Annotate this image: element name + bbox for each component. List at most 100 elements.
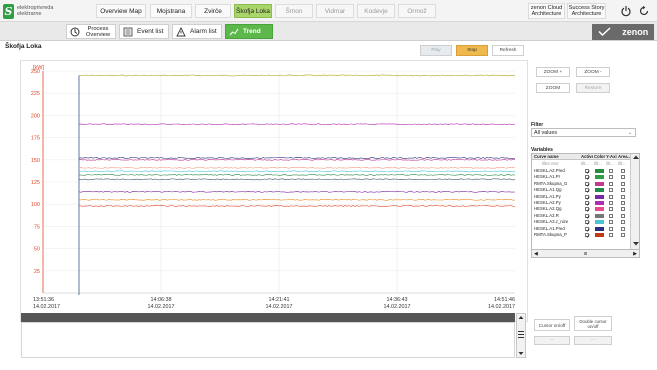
area-checkbox[interactable] bbox=[621, 201, 625, 205]
y-tick-label: 200 bbox=[31, 113, 40, 119]
y-axis-checkbox[interactable] bbox=[609, 169, 613, 173]
nav-tab-zvirce[interactable]: Zvirče bbox=[195, 4, 231, 18]
series-line bbox=[78, 157, 516, 159]
active-checkbox[interactable] bbox=[585, 175, 590, 181]
nav-tab-overview-map[interactable]: Overview Map bbox=[96, 4, 146, 18]
table-row[interactable]: HESKL.A1.Pred bbox=[532, 226, 630, 232]
y-axis-checkbox[interactable] bbox=[609, 194, 613, 199]
success-story-architecture-button[interactable]: Success Story Architecture bbox=[567, 3, 606, 19]
x-tick-time: 14:06:38 bbox=[151, 297, 172, 303]
scroll-right-icon[interactable]: ▶ bbox=[633, 250, 637, 257]
active-checkbox[interactable] bbox=[585, 188, 590, 193]
nav-tab-ormoz[interactable]: Ormož bbox=[398, 4, 436, 18]
y-axis-checkbox[interactable] bbox=[609, 181, 613, 186]
x-tick-date: 14.02.2017 bbox=[488, 304, 515, 310]
color-swatch[interactable] bbox=[595, 213, 604, 218]
area-checkbox[interactable] bbox=[621, 181, 625, 186]
area-checkbox[interactable] bbox=[621, 175, 625, 180]
tab-process-overview[interactable]: Process Overview bbox=[66, 24, 116, 39]
alarm-list-icon bbox=[175, 26, 187, 38]
active-checkbox[interactable] bbox=[585, 194, 590, 200]
table-row[interactable]: RMTA.Skupna_G bbox=[532, 181, 630, 187]
variables-horizontal-scrollbar[interactable]: ◀ III ▶ bbox=[531, 249, 640, 258]
nav-tab-mojstrana[interactable]: Mojstrana bbox=[150, 4, 192, 18]
y-axis-checkbox[interactable] bbox=[609, 175, 613, 180]
area-checkbox[interactable] bbox=[621, 194, 625, 199]
active-checkbox[interactable] bbox=[585, 169, 590, 174]
area-checkbox[interactable] bbox=[621, 169, 625, 173]
screen-switch-bar: Process Overview Event list Alarm list T… bbox=[0, 22, 657, 41]
stop-button[interactable]: Stop bbox=[456, 45, 488, 56]
nav-tab-smon[interactable]: Šmon bbox=[275, 4, 313, 18]
active-checkbox[interactable] bbox=[585, 181, 590, 187]
area-checkbox[interactable] bbox=[621, 188, 625, 193]
play-button[interactable]: Play bbox=[420, 45, 452, 56]
table-row[interactable]: HESKL.A3.z_nize bbox=[532, 219, 630, 225]
zoom-out-button[interactable]: ZOOM - bbox=[576, 67, 610, 77]
vertical-scrollbar[interactable] bbox=[516, 313, 526, 358]
active-checkbox[interactable] bbox=[585, 226, 590, 232]
trend-chart[interactable]: 25 50 75 100 125 150 175 200 225 250 [kW] 13:51:36 1… bbox=[20, 60, 528, 322]
double-cursor-button[interactable]: Double cursor on/off bbox=[574, 316, 612, 331]
color-swatch[interactable] bbox=[595, 220, 604, 225]
color-swatch[interactable] bbox=[595, 188, 604, 193]
filter-select[interactable]: All values ⌄ bbox=[531, 128, 636, 137]
table-row[interactable]: HESKL.A1.Pr bbox=[532, 174, 630, 181]
table-row[interactable]: HESKL.A2.Pred bbox=[532, 168, 630, 174]
zoom-in-button[interactable]: ZOOM + bbox=[536, 67, 570, 77]
color-swatch[interactable] bbox=[595, 201, 604, 205]
table-row[interactable]: HESKL.A2.Py bbox=[532, 200, 630, 206]
table-row[interactable]: HESKL.A2.Qg bbox=[532, 206, 630, 213]
cursor-value-button-1[interactable]: --- bbox=[534, 336, 570, 345]
table-row[interactable]: HESKL.A1.Py bbox=[532, 194, 630, 200]
tab-trend[interactable]: Trend bbox=[225, 24, 273, 39]
area-checkbox[interactable] bbox=[621, 220, 625, 225]
restore-button[interactable]: Restore bbox=[576, 83, 610, 93]
tab-event-list[interactable]: Event list bbox=[119, 24, 169, 39]
zenon-cloud-architecture-button[interactable]: zenon Cloud Architecture bbox=[528, 3, 565, 19]
y-axis-checkbox[interactable] bbox=[609, 201, 613, 205]
active-checkbox[interactable] bbox=[585, 220, 590, 225]
cursor-value-button-2[interactable]: --- bbox=[574, 336, 612, 345]
color-swatch[interactable] bbox=[595, 226, 604, 231]
y-axis-checkbox[interactable] bbox=[609, 207, 613, 212]
y-axis-checkbox[interactable] bbox=[609, 213, 613, 218]
table-row[interactable]: HESKL.A2.R bbox=[532, 213, 630, 219]
cursor-on-off-button[interactable]: Cursor on/off bbox=[534, 319, 570, 331]
area-checkbox[interactable] bbox=[621, 233, 625, 237]
y-axis-checkbox[interactable] bbox=[609, 188, 613, 193]
zoom-button[interactable]: ZOOM bbox=[536, 83, 570, 93]
series-line bbox=[78, 174, 516, 176]
time-slider-strip[interactable] bbox=[21, 313, 515, 322]
nav-tab-kodevje[interactable]: Kodevje bbox=[357, 4, 395, 18]
area-checkbox[interactable] bbox=[621, 213, 625, 218]
color-swatch[interactable] bbox=[595, 194, 604, 199]
chevron-down-icon: ⌄ bbox=[627, 130, 632, 136]
tab-alarm-list[interactable]: Alarm list bbox=[172, 24, 222, 39]
scroll-left-icon[interactable]: ◀ bbox=[534, 250, 538, 257]
area-checkbox[interactable] bbox=[621, 226, 625, 231]
color-swatch[interactable] bbox=[595, 233, 604, 237]
table-filter-row[interactable]: filter text filt... filt... filt... filt… bbox=[542, 161, 626, 166]
area-checkbox[interactable] bbox=[621, 207, 625, 212]
active-checkbox[interactable] bbox=[585, 213, 590, 219]
active-checkbox[interactable] bbox=[585, 233, 590, 238]
color-swatch[interactable] bbox=[595, 175, 604, 180]
refresh-button[interactable]: Refresh bbox=[492, 45, 524, 56]
nav-tab-skofja-loka[interactable]: Škofja Loka bbox=[234, 4, 272, 18]
table-row[interactable]: RMTA.Skupna_P bbox=[532, 232, 630, 238]
active-checkbox[interactable] bbox=[585, 207, 590, 213]
table-row[interactable]: HESKL.A1.Qg bbox=[532, 187, 630, 193]
y-axis-checkbox[interactable] bbox=[609, 233, 613, 237]
y-axis-checkbox[interactable] bbox=[609, 226, 613, 231]
color-swatch[interactable] bbox=[595, 169, 604, 173]
active-checkbox[interactable] bbox=[585, 201, 590, 206]
refresh-icon[interactable] bbox=[637, 3, 651, 19]
color-swatch[interactable] bbox=[595, 207, 604, 212]
variables-scrollbar[interactable] bbox=[630, 154, 639, 254]
y-tick-label: 225 bbox=[31, 91, 40, 97]
color-swatch[interactable] bbox=[595, 181, 604, 186]
power-icon[interactable] bbox=[619, 3, 633, 19]
nav-tab-vidmar[interactable]: Vidmar bbox=[316, 4, 354, 18]
y-axis-checkbox[interactable] bbox=[609, 220, 613, 225]
